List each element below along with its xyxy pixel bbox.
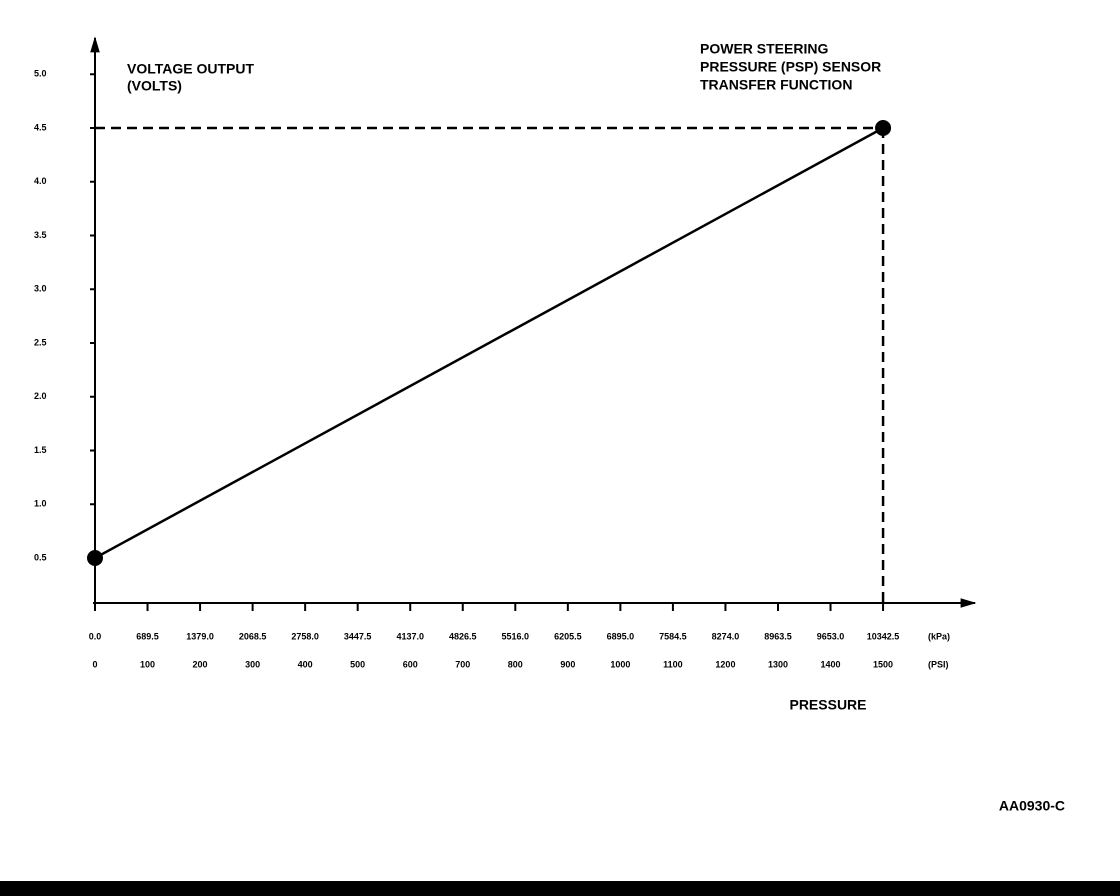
bottom-bar (0, 881, 1120, 896)
x2-tick-label: 5516.0 (502, 631, 530, 641)
y-axis-label: VOLTAGE OUTPUT (127, 61, 254, 77)
x2-unit: (kPa) (928, 631, 950, 641)
y-tick-label: 1.0 (34, 499, 47, 509)
x-tick-label: 1200 (715, 659, 735, 669)
x-tick-label: 1400 (821, 659, 841, 669)
x2-tick-label: 0.0 (89, 631, 102, 641)
y-tick-label: 2.0 (34, 391, 47, 401)
x-tick-label: 0 (92, 659, 97, 669)
y-tick-label: 5.0 (34, 69, 47, 79)
line (94, 126, 884, 560)
x2-tick-label: 7584.5 (659, 631, 687, 641)
x-tick-label: 1000 (610, 659, 630, 669)
x-unit: (PSI) (928, 659, 949, 669)
x-tick-label: 900 (560, 659, 575, 669)
figure-id: AA0930-C (999, 798, 1065, 814)
y-tick-label: 4.5 (34, 122, 47, 132)
x2-tick-label: 8963.5 (764, 631, 792, 641)
x-tick-label: 700 (455, 659, 470, 669)
x-tick-label: 800 (508, 659, 523, 669)
x2-tick-label: 1379.0 (186, 631, 214, 641)
x2-tick-label: 6205.5 (554, 631, 582, 641)
y-tick-label: 2.5 (34, 337, 47, 347)
y-tick-label: 1.5 (34, 445, 47, 455)
x-tick-label: 600 (403, 659, 418, 669)
y-tick-label: 4.0 (34, 176, 47, 186)
x-tick-label: 1500 (873, 659, 893, 669)
x2-tick-label: 689.5 (136, 631, 159, 641)
y-tick-label: 3.0 (34, 284, 47, 294)
chart-title: PRESSURE (PSP) SENSOR (700, 59, 881, 75)
point (87, 550, 103, 566)
x-axis-label: PRESSURE (789, 697, 866, 713)
x-tick-label: 400 (298, 659, 313, 669)
x2-tick-label: 4826.5 (449, 631, 477, 641)
y-axis-label: (VOLTS) (127, 78, 182, 94)
x2-tick-label: 6895.0 (607, 631, 635, 641)
x2-tick-label: 8274.0 (712, 631, 740, 641)
x-tick-label: 300 (245, 659, 260, 669)
chart-title: POWER STEERING (700, 41, 828, 57)
x-tick-label: 500 (350, 659, 365, 669)
x-tick-label: 1300 (768, 659, 788, 669)
x2-tick-label: 2758.0 (291, 631, 319, 641)
x2-tick-label: 4137.0 (396, 631, 424, 641)
x-tick-label: 200 (193, 659, 208, 669)
x-tick-label: 1100 (663, 659, 683, 669)
y-tick-label: 0.5 (34, 552, 47, 562)
y-tick-label: 3.5 (34, 230, 47, 240)
x2-tick-label: 9653.0 (817, 631, 845, 641)
x-tick-label: 100 (140, 659, 155, 669)
chart-title: TRANSFER FUNCTION (700, 77, 852, 93)
x2-tick-label: 3447.5 (344, 631, 372, 641)
x2-tick-label: 10342.5 (867, 631, 900, 641)
point (875, 120, 892, 136)
x2-tick-label: 2068.5 (239, 631, 267, 641)
